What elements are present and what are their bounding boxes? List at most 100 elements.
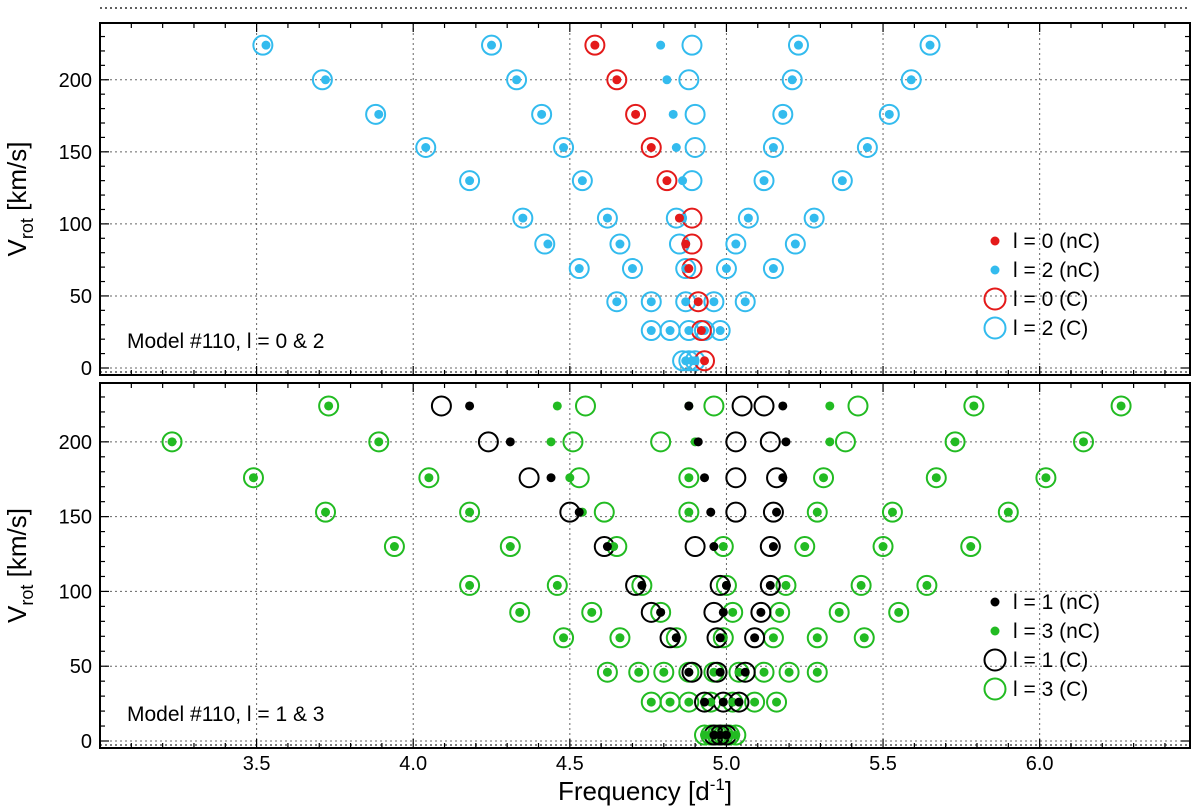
legend-label: l = 0 (C) [1013, 288, 1088, 311]
data-ring [806, 627, 828, 649]
series-l-2-nc- [261, 40, 935, 366]
y-tick-label: 150 [59, 507, 92, 529]
data-dot [248, 473, 258, 483]
data-dot [615, 633, 625, 643]
series-l-1-nc- [465, 401, 791, 740]
data-ring [725, 467, 747, 489]
data-dot [505, 437, 515, 447]
data-ring [888, 601, 910, 623]
data-dot [759, 667, 769, 677]
data-dot [906, 75, 916, 85]
legend-label: l = 0 (nC) [1013, 230, 1100, 253]
data-dot [825, 437, 835, 447]
data-dot [602, 542, 612, 552]
data-dot [740, 297, 750, 307]
data-ring [365, 103, 387, 125]
data-dot [684, 667, 694, 677]
data-ring [481, 34, 503, 56]
data-ring [650, 431, 672, 453]
data-dot [684, 326, 694, 336]
data-ring [997, 501, 1019, 523]
data-ring [737, 207, 759, 229]
data-dot [721, 730, 731, 740]
legend-marker [990, 626, 1000, 636]
data-dot [718, 607, 728, 617]
data-dot [609, 542, 619, 552]
y-tick-label: 200 [59, 432, 92, 454]
data-ring [944, 431, 966, 453]
data-dot [665, 326, 675, 336]
data-dot [662, 75, 672, 85]
data-ring [678, 467, 700, 489]
data-dot [374, 109, 384, 119]
data-dot [709, 542, 719, 552]
data-ring [744, 691, 766, 713]
data-dot [778, 473, 788, 483]
data-ring [725, 233, 747, 255]
data-dot [543, 239, 553, 249]
y-tick-label: 0 [81, 731, 92, 753]
legend-label: l = 1 (C) [1013, 649, 1088, 672]
data-dot [684, 697, 694, 707]
data-dot [659, 667, 669, 677]
legend-label: l = 1 (nC) [1013, 591, 1100, 614]
data-dot [718, 542, 728, 552]
data-ring [553, 137, 575, 158]
data-ring [831, 170, 853, 192]
data-ring [684, 536, 706, 558]
data-ring [787, 34, 809, 56]
data-dot [671, 143, 681, 152]
data-ring [772, 103, 794, 125]
panel-bottom: 0 50 100 150 200 Vrot [km/s] Model #110, l = 1… [2, 382, 1191, 753]
data-dot [775, 607, 785, 617]
data-ring [531, 103, 553, 125]
data-ring [678, 501, 700, 523]
data-dot [324, 401, 334, 411]
data-dot [778, 109, 788, 119]
data-dot [834, 607, 844, 617]
data-dot [728, 697, 738, 707]
data-dot [740, 667, 750, 677]
data-ring [759, 431, 781, 453]
data-ring [656, 170, 678, 192]
data-dot [718, 697, 728, 707]
data-dot [424, 473, 434, 483]
data-dot [389, 542, 399, 552]
x-tick-label: 5.5 [869, 753, 897, 775]
data-dot [1079, 437, 1089, 447]
y-tick-label: 100 [59, 214, 92, 236]
data-ring [562, 431, 584, 453]
data-ring [665, 627, 687, 649]
data-dot [646, 143, 656, 152]
data-dot [790, 239, 800, 249]
data-dot [715, 326, 725, 336]
data-ring [878, 103, 900, 125]
data-dot [261, 40, 271, 50]
series-l-0-nc- [590, 40, 710, 366]
data-ring [252, 34, 274, 56]
data-dot [800, 542, 810, 552]
data-dot [709, 667, 719, 677]
legend-label: l = 2 (C) [1013, 317, 1088, 340]
data-dot [768, 633, 778, 643]
legend-marker [983, 648, 1007, 672]
data-dot [706, 507, 716, 517]
data-ring [609, 233, 631, 255]
data-dot [709, 730, 719, 740]
data-dot [684, 507, 694, 517]
data-ring [418, 467, 440, 489]
data-dot [574, 264, 584, 274]
data-ring [715, 258, 737, 280]
data-ring [650, 601, 672, 623]
data-ring [383, 536, 405, 558]
data-ring [681, 34, 703, 56]
legend-label: l = 3 (nC) [1013, 620, 1100, 643]
y-tick-label: 0 [81, 358, 92, 380]
data-ring [606, 69, 628, 91]
data-ring [631, 574, 653, 596]
data-dot [590, 40, 600, 50]
data-dot [1041, 473, 1051, 483]
data-ring [593, 501, 615, 523]
data-dot [518, 213, 528, 223]
data-ring [759, 536, 781, 558]
